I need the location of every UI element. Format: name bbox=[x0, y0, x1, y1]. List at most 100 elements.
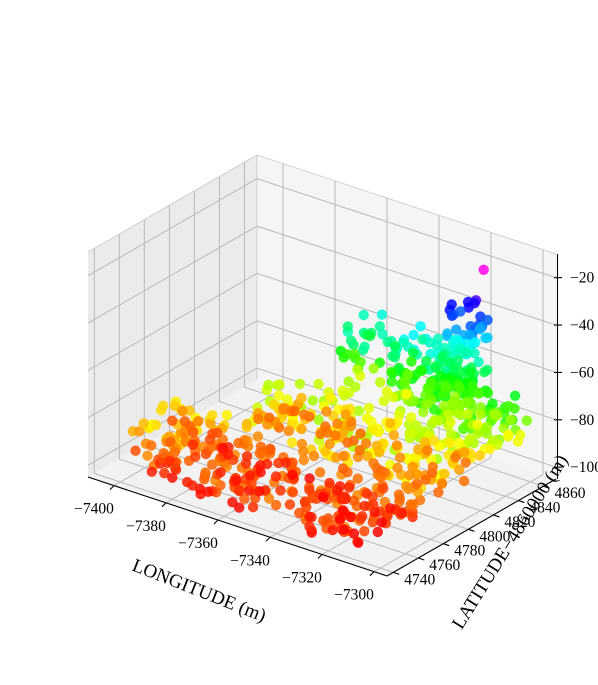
scatter-point bbox=[381, 386, 393, 397]
scatter-point bbox=[159, 468, 170, 479]
scatter-point bbox=[348, 528, 359, 539]
scatter-point bbox=[449, 334, 460, 346]
scatter-point bbox=[234, 485, 245, 497]
scatter-point bbox=[286, 437, 298, 448]
scatter-point bbox=[296, 392, 307, 404]
scatter-point bbox=[264, 412, 275, 423]
scatter-point bbox=[416, 365, 428, 376]
scatter-point bbox=[454, 382, 465, 393]
scatter-point bbox=[265, 444, 276, 456]
scatter-point bbox=[445, 416, 456, 427]
scatter-point bbox=[459, 446, 470, 458]
scatter-point bbox=[150, 419, 162, 431]
scatter-point bbox=[473, 388, 484, 399]
scatter-point bbox=[282, 394, 293, 405]
scatter-point bbox=[187, 439, 199, 450]
scatter-point bbox=[352, 364, 363, 375]
scatter-point bbox=[445, 429, 457, 440]
scatter-point bbox=[453, 437, 464, 448]
scatter-point bbox=[521, 415, 532, 426]
scatter-point bbox=[241, 451, 253, 462]
scatter-point bbox=[345, 335, 357, 346]
scatter-point bbox=[503, 429, 514, 440]
scatter-point bbox=[408, 329, 419, 341]
scatter-point bbox=[362, 451, 373, 462]
scatter-point bbox=[304, 484, 315, 496]
scatter-point bbox=[361, 412, 373, 424]
scatter-point bbox=[304, 521, 315, 532]
scatter-point bbox=[314, 467, 326, 478]
scatter-point bbox=[217, 442, 229, 454]
scatter-point bbox=[255, 441, 266, 452]
scatter-point bbox=[200, 467, 211, 478]
z-tick-label: −100 bbox=[570, 459, 598, 476]
scatter-point bbox=[307, 395, 318, 406]
scatter-point bbox=[207, 410, 218, 421]
scatter-point bbox=[193, 416, 204, 427]
scatter-point bbox=[205, 418, 216, 429]
scatter-point bbox=[298, 454, 309, 466]
scatter-point bbox=[289, 406, 300, 417]
scatter-point bbox=[455, 306, 466, 317]
scatter-point bbox=[484, 443, 495, 455]
scatter-point bbox=[479, 366, 490, 378]
x-tick-label: −7300 bbox=[334, 587, 374, 604]
x-tick-mark bbox=[109, 485, 115, 490]
scatter-point bbox=[443, 408, 454, 420]
scatter-point bbox=[274, 379, 285, 390]
scatter-point bbox=[353, 405, 365, 416]
scatter-point bbox=[273, 457, 284, 469]
scatter-point bbox=[164, 455, 176, 466]
scatter-point bbox=[321, 406, 332, 417]
scatter-point bbox=[433, 487, 444, 498]
scatter-point bbox=[401, 481, 412, 492]
y-tick-mark bbox=[518, 500, 525, 504]
scatter-point bbox=[327, 524, 338, 536]
scatter-point bbox=[439, 400, 450, 411]
scatter-point bbox=[404, 427, 415, 439]
y-tick-label: 4740 bbox=[404, 571, 435, 588]
scatter-point bbox=[407, 347, 419, 358]
scatter-point bbox=[355, 428, 366, 439]
scatter-point bbox=[467, 380, 478, 391]
scatter-point bbox=[478, 264, 489, 275]
scatter-point bbox=[385, 418, 396, 429]
scatter-point bbox=[368, 499, 379, 510]
scatter-point bbox=[430, 362, 441, 373]
scatter-point bbox=[167, 415, 178, 426]
scatter-point bbox=[227, 497, 238, 508]
scatter-point bbox=[357, 511, 368, 522]
scatter-point bbox=[385, 503, 396, 514]
scatter-point bbox=[422, 445, 433, 456]
scatter-point bbox=[451, 324, 462, 335]
scatter-point bbox=[386, 376, 397, 387]
scatter-point bbox=[401, 388, 412, 400]
scatter-point bbox=[437, 351, 448, 362]
scatter-point bbox=[382, 336, 393, 348]
scatter-point bbox=[348, 495, 359, 506]
scatter-point bbox=[393, 489, 405, 500]
scatter-point bbox=[375, 377, 386, 388]
scatter-point bbox=[411, 469, 423, 480]
scatter-point bbox=[469, 348, 480, 359]
scatter-point bbox=[394, 452, 406, 463]
left-wall-pane bbox=[88, 155, 257, 477]
scatter-point bbox=[352, 473, 363, 484]
scatter-point bbox=[414, 494, 426, 506]
scatter-point bbox=[212, 427, 223, 438]
scatter-point bbox=[268, 399, 279, 410]
scatter-point bbox=[239, 493, 250, 504]
scatter-point bbox=[439, 468, 450, 479]
scatter-point bbox=[472, 419, 483, 430]
scatter-point bbox=[273, 390, 285, 401]
scatter-point bbox=[402, 369, 414, 380]
y-tick-mark bbox=[468, 528, 475, 532]
scatter-point bbox=[247, 501, 259, 513]
scatter-point bbox=[411, 478, 423, 489]
scatter-point bbox=[428, 404, 440, 415]
scatter-point bbox=[388, 430, 400, 441]
scatter-point bbox=[487, 398, 498, 409]
grid-line-y-1 bbox=[118, 234, 419, 559]
scatter-point bbox=[419, 436, 431, 448]
